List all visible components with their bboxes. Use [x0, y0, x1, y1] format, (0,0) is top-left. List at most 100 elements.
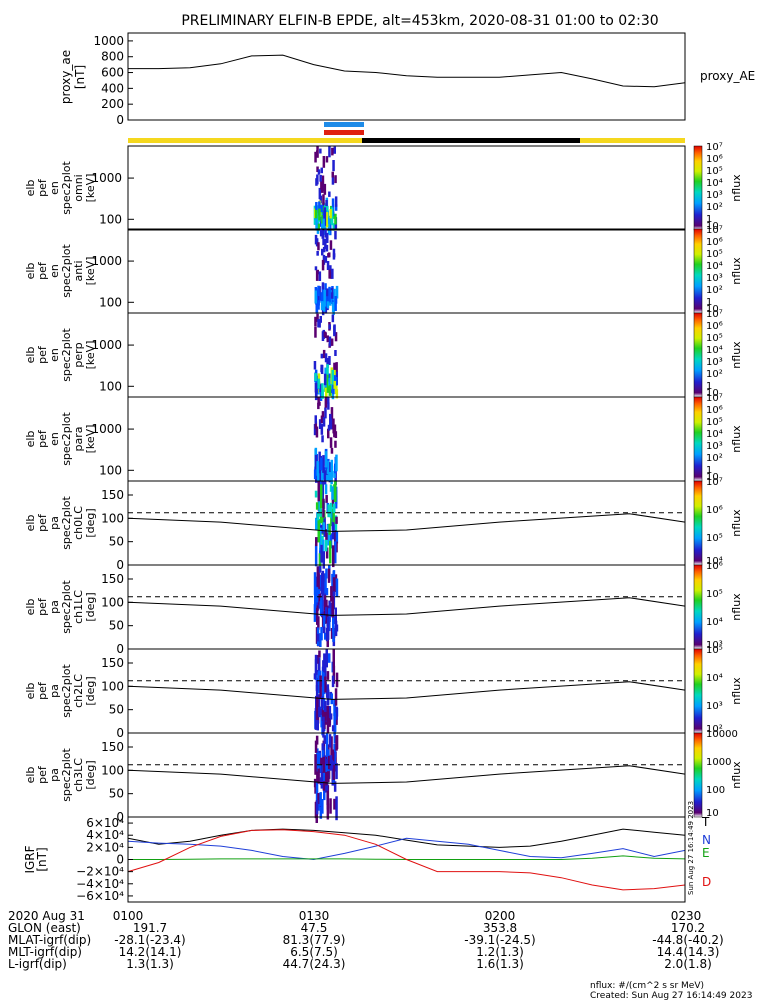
data-cell [328, 471, 331, 481]
data-cell [314, 454, 318, 470]
colorbar [693, 145, 703, 231]
data-cell [316, 696, 319, 720]
data-cell [329, 437, 333, 448]
data-cell [327, 402, 330, 410]
ytick-label: 100 [101, 679, 124, 693]
data-cell [326, 671, 330, 680]
data-cell [328, 523, 331, 535]
colorbar-tick-label: 10³ [706, 273, 723, 284]
data-cell [331, 147, 334, 156]
ytick-label: 150 [101, 488, 124, 502]
ylabel-line: spec2plot [60, 748, 73, 802]
data-cell [326, 364, 329, 385]
data-cell [314, 210, 318, 219]
data-cell [325, 212, 329, 228]
data-cell [330, 736, 333, 759]
colorbar-tick-label: 10 [706, 221, 719, 232]
ae-ytick-label: 1000 [93, 34, 124, 48]
ytick-label: 50 [109, 703, 124, 717]
colorbar-tick-label: 10⁴ [706, 429, 723, 440]
data-cell [319, 708, 323, 715]
state-bar-black [362, 138, 580, 143]
colorbar-tick-label: 1 [706, 297, 712, 308]
ylabel-line: [keV] [84, 341, 97, 370]
data-cell [320, 524, 324, 534]
ylabel-line: elb [24, 263, 37, 280]
data-cell [313, 424, 317, 436]
data-cell [316, 166, 319, 172]
data-cell [315, 537, 318, 547]
data-cell [324, 484, 328, 495]
data-cell [317, 288, 320, 297]
ytick-label: 150 [101, 740, 124, 754]
data-cell [334, 296, 337, 311]
data-cell [335, 763, 338, 780]
data-cell [330, 472, 333, 484]
data-cell [320, 353, 324, 359]
panel-frame [127, 564, 686, 650]
igrf-ylabel: [nT] [35, 847, 49, 871]
info-row-value: 353.8 [483, 921, 517, 935]
data-cell [330, 207, 334, 226]
data-cell [329, 502, 333, 518]
data-cell [324, 353, 328, 363]
data-cell [318, 201, 321, 212]
data-cell [332, 615, 335, 632]
data-cell [315, 685, 319, 692]
data-cell [329, 798, 332, 814]
data-cell [333, 470, 336, 478]
data-cell [327, 397, 330, 405]
spec-panel-pa_spec_ch3LC: 0 50 100 150 elb pef pa spec2plot ch3LC [deg] 10 10… [24, 729, 743, 824]
ylabel-line: pa [48, 768, 61, 782]
info-row-label: L-igrf(dip) [8, 957, 67, 971]
data-cell [329, 755, 333, 771]
colorbar-tick-label: 10⁵ [706, 249, 723, 260]
data-cell [320, 292, 323, 303]
data-cell [315, 735, 319, 745]
panel-frame [127, 480, 686, 566]
colorbar-tick-label: 10³ [706, 701, 723, 712]
loss-cone-solid [127, 513, 686, 532]
data-cell [314, 754, 317, 775]
proxy-ae-legend: proxy_AE [700, 69, 755, 83]
colorbar-tick-label: 10⁶ [706, 321, 723, 332]
data-cell [324, 539, 328, 552]
data-cell [318, 187, 322, 200]
data-cell [332, 424, 335, 434]
data-cell [320, 301, 324, 311]
colorbar-tick-label: 10² [706, 724, 723, 735]
data-cell [314, 266, 318, 271]
data-cell [323, 653, 326, 673]
data-cell [332, 160, 335, 172]
data-cell [319, 174, 322, 182]
colorbar-tick-label: 10⁵ [706, 533, 723, 544]
colorbar-tick-label: 10⁷ [706, 309, 723, 320]
colorbar-tick-label: 10³ [706, 190, 723, 201]
data-cell [322, 539, 325, 556]
data-cell [318, 650, 321, 658]
data-cell [325, 529, 328, 540]
data-cell [332, 253, 336, 258]
data-cell [318, 271, 322, 281]
data-cell [322, 551, 325, 569]
ylabel-line: [deg] [84, 676, 97, 705]
data-cell [315, 214, 318, 231]
info-row-value: 1.2(1.3) [476, 945, 524, 959]
data-cell [319, 316, 322, 323]
colorbar [693, 312, 703, 398]
data-cell [318, 706, 321, 718]
data-cell [333, 699, 336, 707]
data-cell [325, 606, 328, 621]
colorbar-label: nflux [730, 425, 743, 453]
ae-ytick-label: 800 [101, 50, 124, 64]
colorbar-tick-label: 10² [706, 202, 723, 213]
colorbar-tick-label: 10000 [706, 729, 738, 740]
data-cell [314, 373, 317, 382]
data-cell [333, 781, 337, 792]
data-cell [325, 244, 329, 252]
ylabel-line: anti [72, 260, 85, 281]
data-cell [321, 248, 324, 256]
ylabel-line: [deg] [84, 592, 97, 621]
colorbar-tick-label: 10⁶ [706, 237, 723, 248]
